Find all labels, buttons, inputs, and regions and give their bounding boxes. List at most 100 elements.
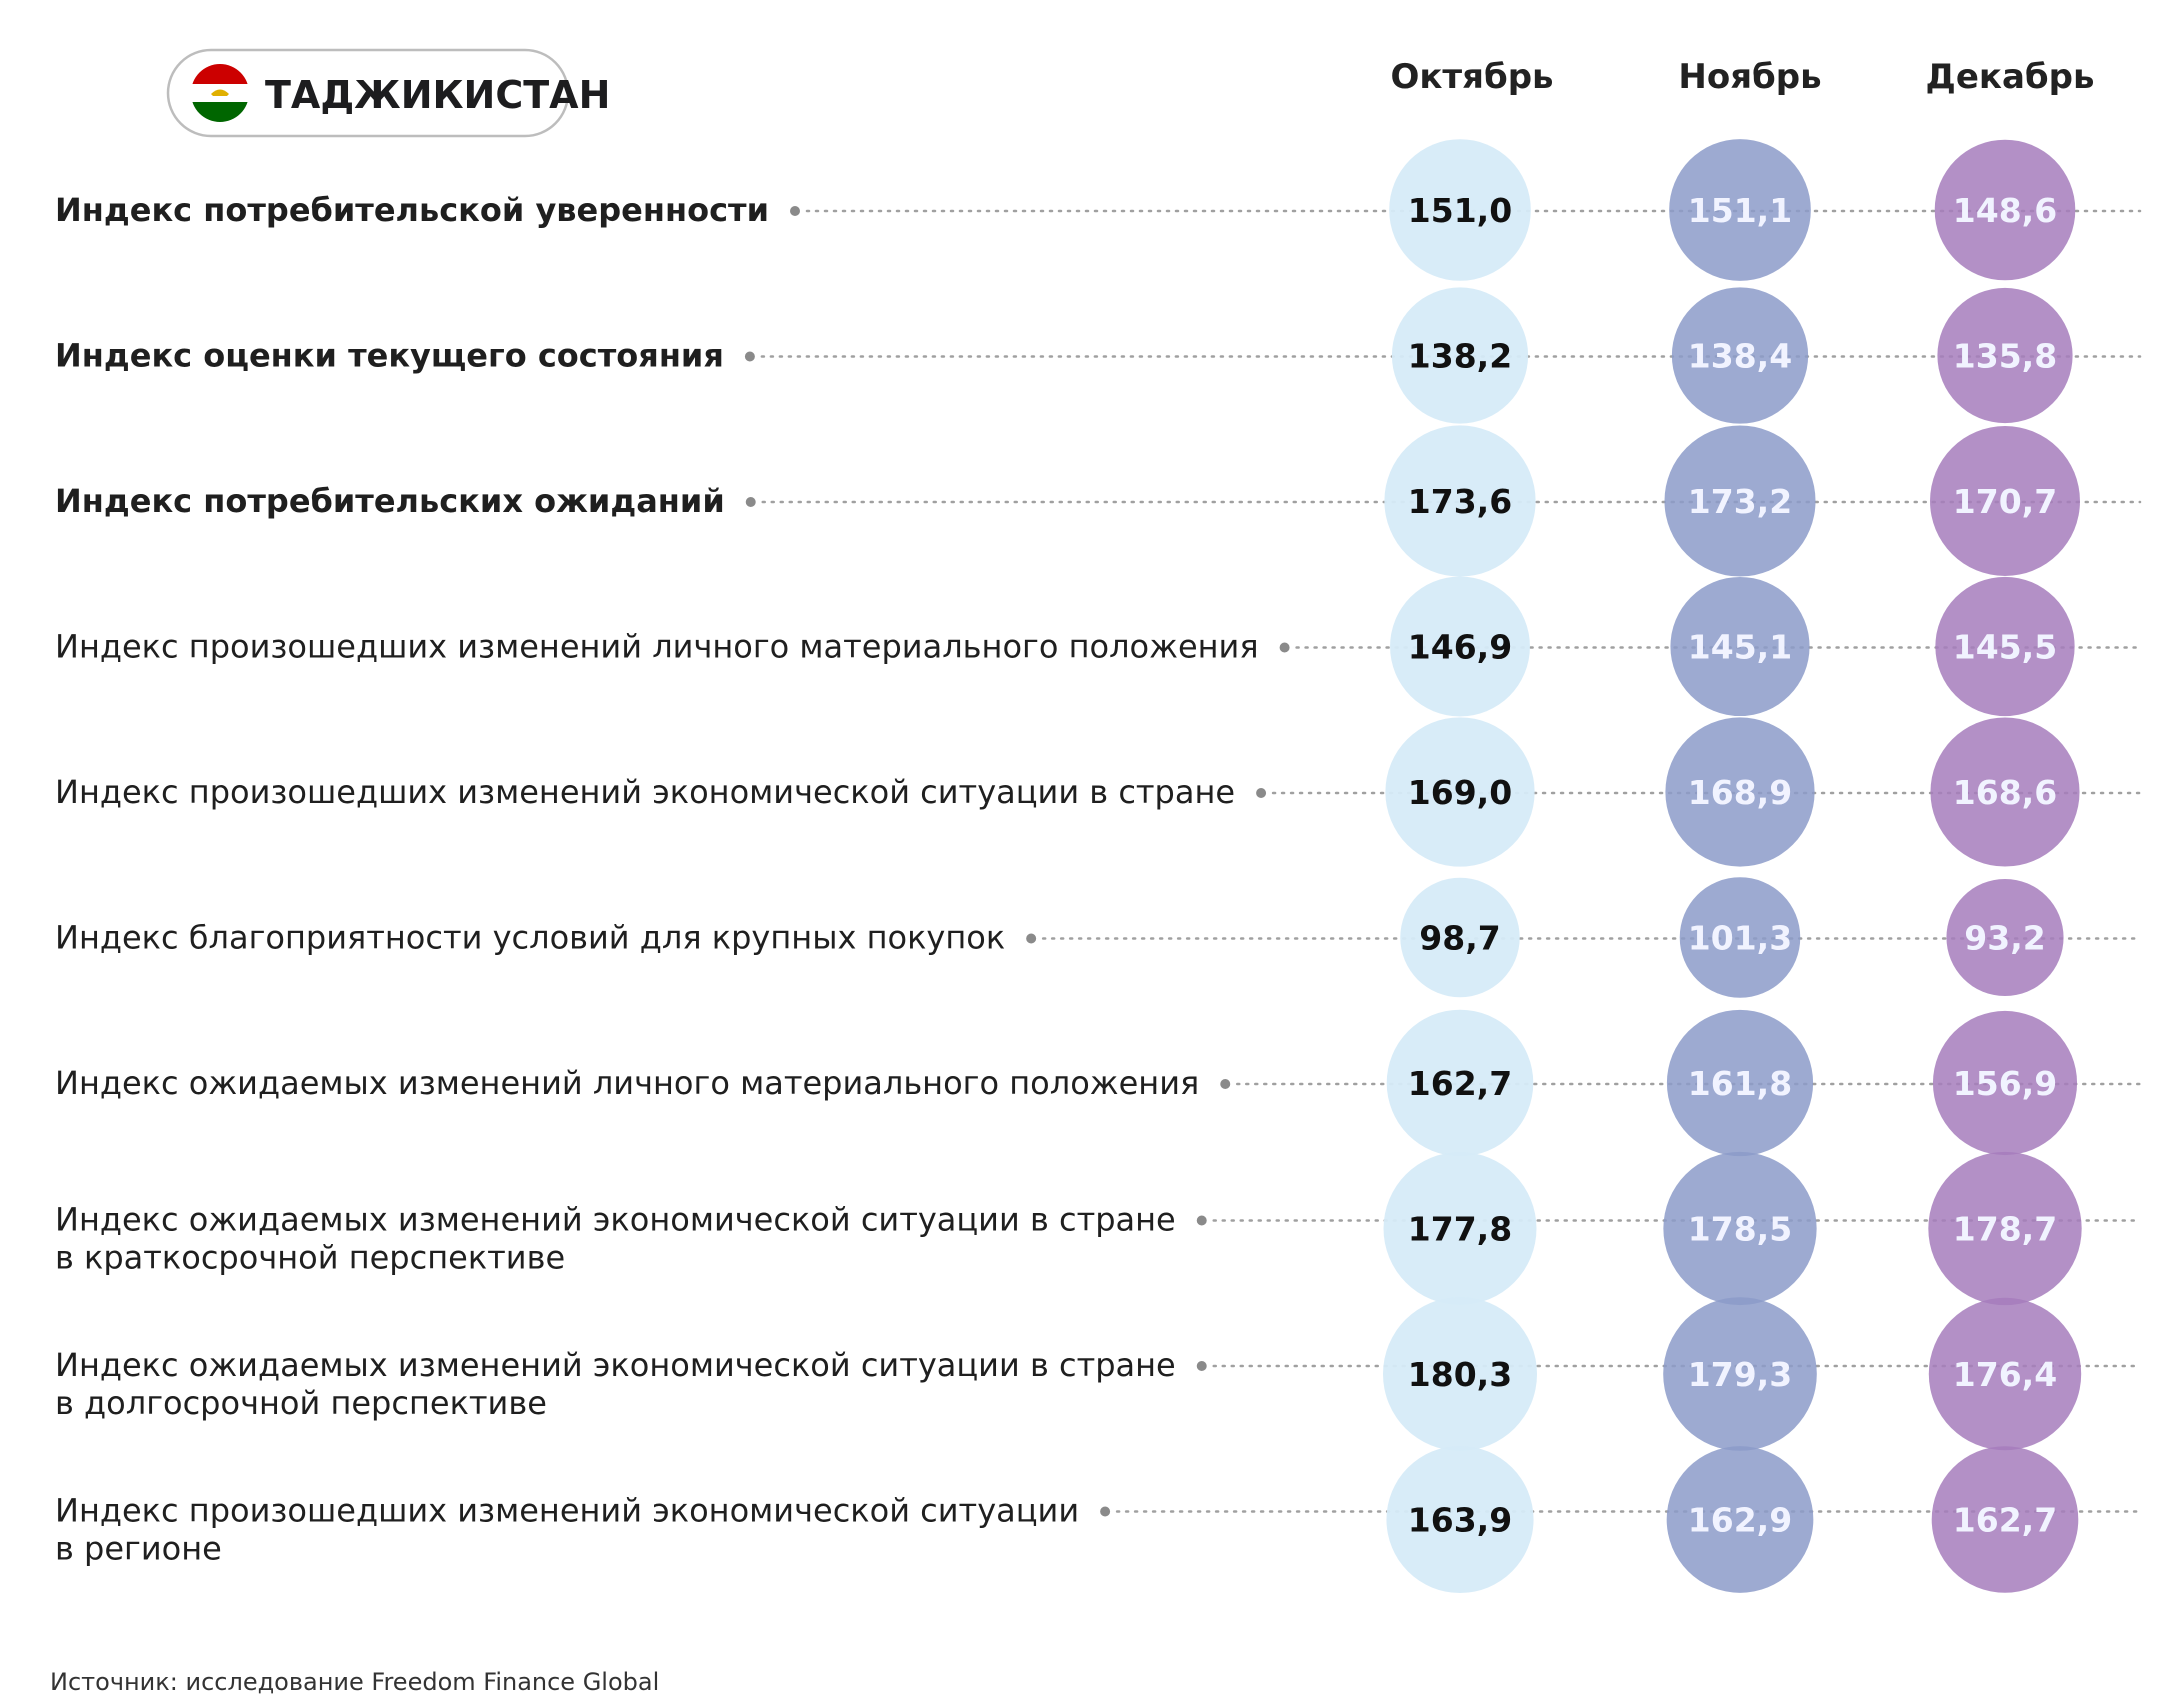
bubble-october-row-8 xyxy=(1383,1152,1537,1305)
leader-dot xyxy=(1196,1215,1207,1226)
leader-dot xyxy=(1026,933,1037,944)
bubble-october-row-7 xyxy=(1386,1009,1534,1157)
value-label-december-row-5: 168,6 xyxy=(1953,773,2057,812)
bubble-october-row-10 xyxy=(1386,1445,1534,1594)
leader-dot xyxy=(1100,1506,1111,1517)
bubble-december-row-6 xyxy=(1946,878,2064,997)
row-label-line: Индекс потребительской уверенности xyxy=(55,191,769,229)
value-label-october-row-8: 177,8 xyxy=(1408,1210,1512,1249)
value-label-december-row-1: 148,6 xyxy=(1953,191,2057,230)
bubble-december-row-4 xyxy=(1935,576,2075,717)
bubble-november-row-6 xyxy=(1679,877,1801,998)
row-label-line: Индекс произошедших изменений экономичес… xyxy=(55,773,1235,811)
value-label-december-row-2: 135,8 xyxy=(1953,337,2057,376)
row-label-4: Индекс произошедших изменений личного ма… xyxy=(55,628,1259,666)
row-label-line: Индекс произошедших изменений экономичес… xyxy=(55,1492,1079,1530)
country-badge-frame xyxy=(166,48,570,138)
leader-dot xyxy=(790,206,800,216)
leader-dot xyxy=(1196,1361,1207,1371)
row-label-line: Индекс ожидаемых изменений экономической… xyxy=(55,1201,1176,1239)
bubble-october-row-9 xyxy=(1382,1296,1538,1452)
bubble-october-row-4 xyxy=(1390,576,1530,717)
row-label-line: Индекс потребительских ожиданий xyxy=(55,482,725,520)
value-label-october-row-4: 146,9 xyxy=(1408,628,1512,667)
value-label-october-row-1: 151,0 xyxy=(1408,191,1512,230)
value-label-december-row-10: 162,7 xyxy=(1953,1501,2057,1540)
value-label-november-row-3: 173,2 xyxy=(1688,482,1792,521)
bubble-december-row-8 xyxy=(1928,1151,2082,1306)
bubble-october-row-1 xyxy=(1389,139,1531,281)
month-header-october: Октябрь xyxy=(1390,57,1553,97)
value-label-december-row-3: 170,7 xyxy=(1953,482,2057,521)
bubble-december-row-7 xyxy=(1932,1010,2078,1156)
value-label-november-row-4: 145,1 xyxy=(1688,628,1792,667)
value-label-december-row-7: 156,9 xyxy=(1953,1064,2057,1103)
row-label-line: в долгосрочной перспективе xyxy=(55,1384,547,1422)
row-label-line: Индекс оценки текущего состояния xyxy=(55,337,724,375)
bubble-november-row-4 xyxy=(1670,576,1810,717)
bubble-november-row-9 xyxy=(1663,1297,1817,1451)
row-label-10: Индекс произошедших изменений экономичес… xyxy=(55,1492,1079,1568)
value-label-october-row-2: 138,2 xyxy=(1408,337,1512,376)
value-label-november-row-9: 179,3 xyxy=(1688,1355,1792,1394)
bubble-december-row-2 xyxy=(1937,287,2073,424)
leader-dot xyxy=(1279,642,1290,653)
row-labels: Индекс потребительской уверенности Индекс… xyxy=(55,191,1259,1568)
bubble-october-row-6 xyxy=(1400,877,1520,998)
row-label-1: Индекс потребительской уверенности xyxy=(55,191,769,229)
value-label-december-row-4: 145,5 xyxy=(1953,628,2057,667)
row-label-line: Индекс благоприятности условий для крупн… xyxy=(55,919,1005,957)
leader-dot xyxy=(1256,788,1267,798)
leader-dot xyxy=(744,351,755,362)
value-label-december-row-6: 93,2 xyxy=(1964,919,2045,958)
tajikistan-flag-icon xyxy=(191,64,249,122)
bubble-october-row-5 xyxy=(1385,717,1535,867)
value-label-november-row-1: 151,1 xyxy=(1688,191,1792,230)
value-label-november-row-10: 162,9 xyxy=(1688,1501,1792,1540)
row-label-6: Индекс благоприятности условий для крупн… xyxy=(55,919,1005,957)
month-header-november: Ноябрь xyxy=(1678,57,1821,97)
row-label-2: Индекс оценки текущего состояния xyxy=(55,337,724,375)
bubble-november-row-8 xyxy=(1663,1151,1817,1306)
row-label-9: Индекс ожидаемых изменений экономической… xyxy=(55,1346,1176,1422)
value-label-october-row-6: 98,7 xyxy=(1419,919,1500,958)
row-label-line: Индекс ожидаемых изменений личного матер… xyxy=(55,1064,1199,1102)
row-label-line: Индекс ожидаемых изменений экономической… xyxy=(55,1346,1176,1384)
value-label-december-row-9: 176,4 xyxy=(1953,1355,2057,1394)
value-label-november-row-6: 101,3 xyxy=(1688,919,1792,958)
value-label-november-row-5: 168,9 xyxy=(1688,773,1792,812)
value-label-october-row-3: 173,6 xyxy=(1408,482,1512,521)
value-label-october-row-5: 169,0 xyxy=(1408,773,1512,812)
bubble-november-row-5 xyxy=(1665,717,1815,867)
bubble-november-row-10 xyxy=(1666,1446,1814,1593)
row-label-line: в краткосрочной перспективе xyxy=(55,1239,565,1277)
row-label-7: Индекс ожидаемых изменений личного матер… xyxy=(55,1064,1199,1102)
value-label-december-row-8: 178,7 xyxy=(1953,1210,2057,1249)
bubble-october-row-2 xyxy=(1391,287,1529,424)
value-label-november-row-2: 138,4 xyxy=(1688,337,1792,376)
row-label-line: в регионе xyxy=(55,1530,222,1568)
bubble-november-row-7 xyxy=(1666,1009,1814,1157)
country-title: ТАДЖИКИСТАН xyxy=(265,73,610,117)
bubble-december-row-3 xyxy=(1930,426,2080,576)
country-badge: ТАДЖИКИСТАН xyxy=(166,48,610,138)
row-label-5: Индекс произошедших изменений экономичес… xyxy=(55,773,1235,811)
row-label-8: Индекс ожидаемых изменений экономической… xyxy=(55,1201,1176,1277)
value-label-october-row-9: 180,3 xyxy=(1408,1355,1512,1394)
value-label-november-row-7: 161,8 xyxy=(1688,1064,1792,1103)
bubble-november-row-2 xyxy=(1671,287,1809,424)
bubble-november-row-3 xyxy=(1664,425,1816,577)
row-label-line: Индекс произошедших изменений личного ма… xyxy=(55,628,1259,666)
bubble-december-row-10 xyxy=(1931,1446,2079,1593)
source-note: Источник: исследование Freedom Finance G… xyxy=(50,1668,659,1696)
leader-dot xyxy=(745,497,756,507)
bubble-december-row-9 xyxy=(1928,1297,2082,1451)
bubble-december-row-1 xyxy=(1934,139,2076,281)
row-label-3: Индекс потребительских ожиданий xyxy=(55,482,725,520)
leader-dot xyxy=(1220,1079,1231,1089)
month-header-december: Декабрь xyxy=(1926,57,2095,97)
bubble-december-row-5 xyxy=(1930,717,2080,867)
bubble-november-row-1 xyxy=(1669,139,1811,281)
value-bubbles: 151,0 151,1 148,6 138,2 138,4 135,8 173,6 173,2… xyxy=(1382,139,2082,1594)
